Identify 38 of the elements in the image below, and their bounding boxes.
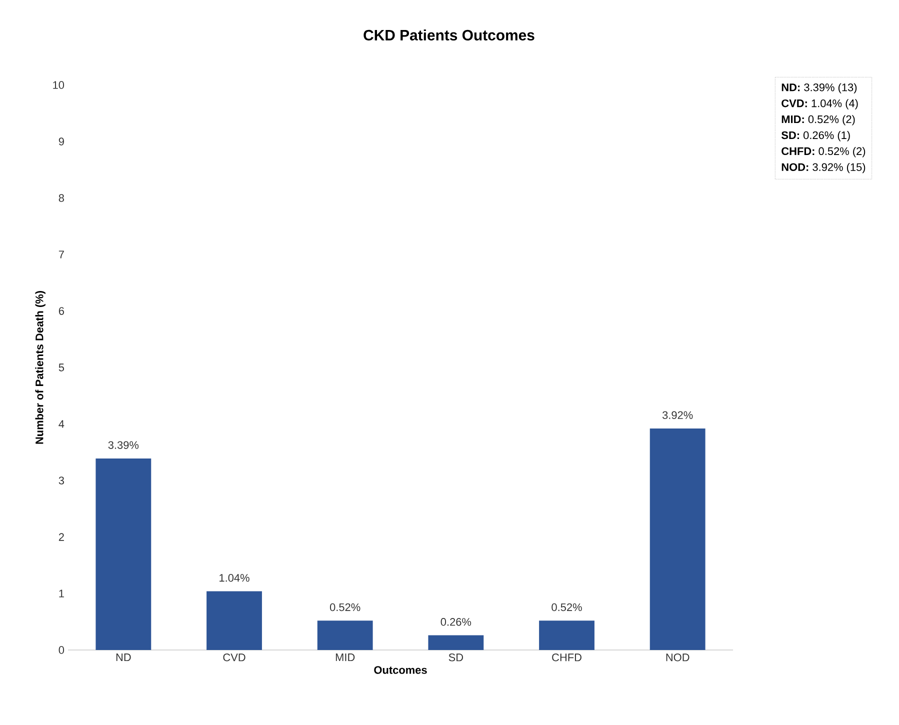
- x-tick-label: NOD: [666, 654, 690, 662]
- data-label: 0.52%: [330, 603, 360, 612]
- text: ND: 3.39% (13): [782, 83, 857, 94]
- chart-title: CKD Patients Outcomes: [364, 30, 534, 40]
- y-tick-label: 6: [58, 307, 64, 315]
- bar: [317, 620, 373, 650]
- text: SD: 0.26% (1): [781, 131, 850, 142]
- y-tick-label: 0: [58, 646, 64, 654]
- text: NOD: 3.92% (15): [782, 162, 866, 174]
- y-tick-label: 5: [58, 364, 64, 372]
- x-tick-label: CHFD: [552, 654, 582, 662]
- y-tick-label: 10: [53, 81, 64, 89]
- x-tick-label: MID: [336, 654, 355, 662]
- data-label: 3.92%: [662, 411, 693, 419]
- y-tick-label: 3: [58, 476, 64, 484]
- x-tick-label: SD: [448, 654, 464, 662]
- text: MID: 0.52% (2): [782, 115, 855, 126]
- y-tick-label: 1: [59, 590, 64, 598]
- data-label: 3.39%: [108, 441, 139, 449]
- bar: [96, 458, 152, 650]
- y-tick-label: 2: [58, 533, 64, 541]
- y-tick-label: 4: [58, 420, 64, 428]
- data-label: 0.26%: [440, 618, 472, 626]
- x-tick-label: CVD: [223, 654, 246, 662]
- bar: [539, 620, 594, 650]
- text: CVD: 1.04% (4): [782, 99, 858, 110]
- data-label: 0.52%: [552, 603, 582, 612]
- y-axis-title: Number of Patients Death (%): [35, 291, 46, 444]
- bar: [428, 635, 484, 650]
- y-tick-label: 7: [58, 250, 64, 258]
- y-tick-label: 8: [58, 194, 64, 202]
- x-axis-title: Outcomes: [374, 666, 427, 674]
- x-tick-label: ND: [116, 654, 131, 662]
- data-label: 1.04%: [220, 574, 250, 582]
- y-tick-label: 9: [58, 138, 64, 146]
- bar: [650, 428, 706, 650]
- text: CHFD: 0.52% (2): [782, 147, 866, 158]
- bar: [206, 591, 262, 650]
